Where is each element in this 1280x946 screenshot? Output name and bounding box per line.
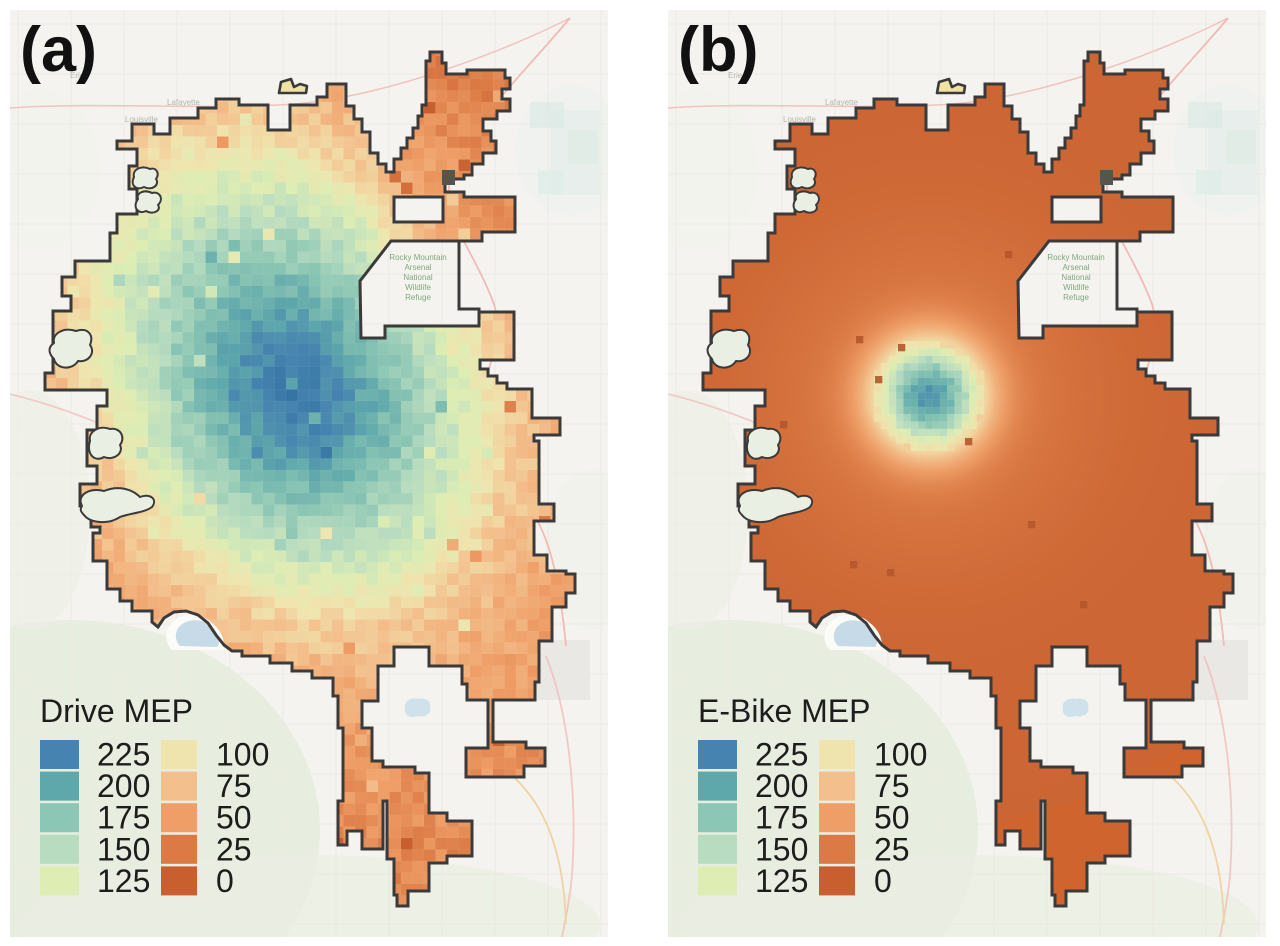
svg-text:75: 75 bbox=[874, 768, 910, 804]
svg-text:150: 150 bbox=[755, 831, 808, 867]
svg-text:Erie: Erie bbox=[70, 71, 85, 80]
svg-text:National: National bbox=[403, 273, 433, 282]
svg-text:25: 25 bbox=[216, 831, 252, 867]
svg-text:0: 0 bbox=[216, 863, 234, 899]
svg-text:25: 25 bbox=[874, 831, 910, 867]
svg-text:Lafayette: Lafayette bbox=[825, 98, 858, 107]
svg-text:Louisville: Louisville bbox=[125, 115, 158, 124]
svg-text:175: 175 bbox=[755, 800, 808, 836]
svg-text:200: 200 bbox=[755, 768, 808, 804]
svg-text:125: 125 bbox=[755, 863, 808, 899]
svg-text:75: 75 bbox=[216, 768, 252, 804]
svg-text:E-Bike MEP: E-Bike MEP bbox=[698, 693, 870, 729]
svg-text:175: 175 bbox=[97, 800, 150, 836]
svg-text:National: National bbox=[1061, 273, 1091, 282]
svg-text:(a): (a) bbox=[20, 15, 97, 85]
svg-text:Rocky Mountain: Rocky Mountain bbox=[1047, 253, 1104, 262]
svg-text:125: 125 bbox=[97, 863, 150, 899]
svg-text:Refuge: Refuge bbox=[405, 293, 431, 302]
svg-text:Arsenal: Arsenal bbox=[404, 263, 431, 272]
svg-text:Louisville: Louisville bbox=[783, 115, 816, 124]
svg-text:100: 100 bbox=[216, 737, 269, 773]
svg-text:0: 0 bbox=[874, 863, 892, 899]
svg-text:50: 50 bbox=[216, 800, 252, 836]
svg-text:Lafayette: Lafayette bbox=[167, 98, 200, 107]
svg-text:(b): (b) bbox=[678, 15, 758, 85]
svg-text:Drive MEP: Drive MEP bbox=[40, 693, 193, 729]
svg-text:200: 200 bbox=[97, 768, 150, 804]
svg-text:Refuge: Refuge bbox=[1063, 293, 1089, 302]
svg-text:Erie: Erie bbox=[728, 71, 743, 80]
svg-text:Wildlife: Wildlife bbox=[405, 283, 431, 292]
svg-text:Arsenal: Arsenal bbox=[1062, 263, 1089, 272]
svg-text:100: 100 bbox=[874, 737, 927, 773]
svg-text:225: 225 bbox=[97, 737, 150, 773]
svg-text:225: 225 bbox=[755, 737, 808, 773]
svg-text:50: 50 bbox=[874, 800, 910, 836]
svg-text:Rocky Mountain: Rocky Mountain bbox=[389, 253, 446, 262]
svg-text:150: 150 bbox=[97, 831, 150, 867]
svg-text:Wildlife: Wildlife bbox=[1063, 283, 1089, 292]
